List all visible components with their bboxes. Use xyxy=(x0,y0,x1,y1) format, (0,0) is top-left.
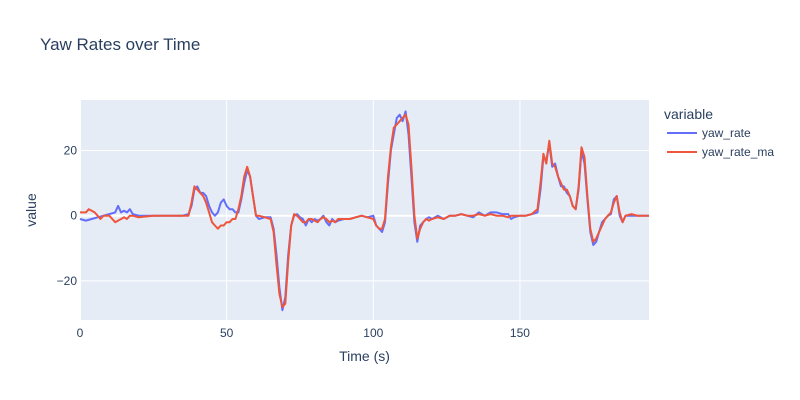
tick-labels: 0 50 100 150 −20 0 20 xyxy=(57,144,531,340)
y-axis-title: value xyxy=(23,193,39,227)
y-tick-label: 0 xyxy=(70,209,77,223)
x-tick-label: 150 xyxy=(510,326,530,340)
plot-area xyxy=(80,100,649,320)
series-lines xyxy=(79,110,649,312)
y-tick-label: 20 xyxy=(64,144,78,158)
x-axis-title: Time (s) xyxy=(339,348,390,364)
legend: variable yaw_rate yaw_rate_ma xyxy=(664,106,774,159)
chart-title: Yaw Rates over Time xyxy=(40,35,200,54)
legend-label-yaw_rate_ma: yaw_rate_ma xyxy=(702,145,774,159)
y-tick-label: −20 xyxy=(57,274,78,288)
legend-label-yaw_rate: yaw_rate xyxy=(702,126,751,140)
grid-lines xyxy=(80,100,649,320)
series-line-yaw_rate_ma xyxy=(80,113,649,308)
x-tick-label: 0 xyxy=(77,326,84,340)
x-tick-label: 50 xyxy=(220,326,234,340)
legend-title: variable xyxy=(664,106,713,122)
x-tick-label: 100 xyxy=(363,326,383,340)
